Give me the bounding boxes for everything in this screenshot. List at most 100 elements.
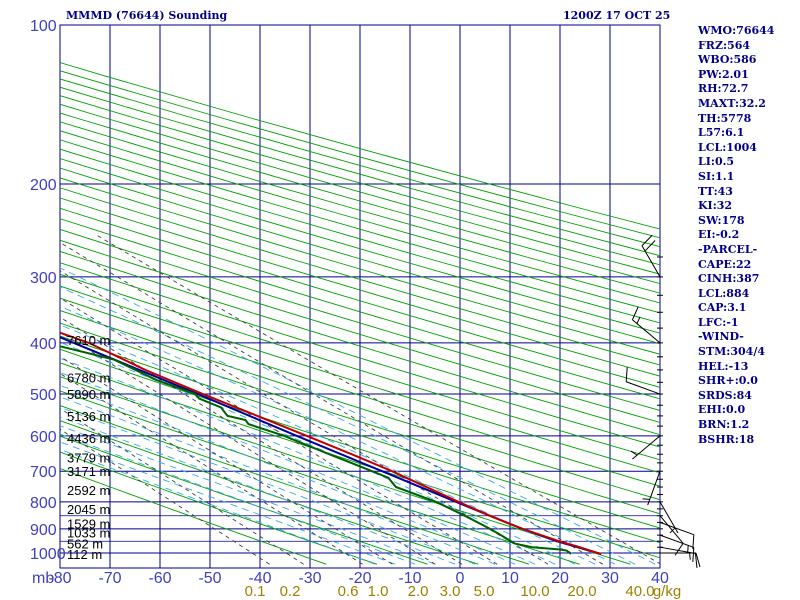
dry-adiabat: [60, 239, 660, 423]
wind-barb: [659, 534, 695, 562]
temperature-tick-label: -30: [298, 570, 321, 587]
temperature-tick-label: -40: [248, 570, 271, 587]
sounding-time: 1200Z 17 OCT 25: [563, 9, 671, 22]
index-line: EHI:0.0: [698, 403, 746, 417]
dry-adiabat: [60, 103, 660, 275]
wind-axis: [657, 256, 663, 554]
pressure-tick-label: 1000: [30, 546, 66, 563]
dry-adiabat: [60, 390, 580, 565]
dry-adiabat: [60, 139, 660, 314]
mixing-ratio-label: 5.0: [474, 583, 495, 600]
wind-barb-flag: [674, 543, 684, 556]
index-line: LI:0.5: [698, 155, 735, 169]
pressure-tick-label: 200: [30, 177, 57, 194]
moist-adiabat: [60, 396, 496, 565]
moist-adiabat: [60, 448, 376, 565]
dry-adiabat: [60, 130, 660, 304]
height-label: 3171 m: [67, 464, 110, 479]
wind-barb-staff: [659, 534, 694, 548]
temperature-tick-label: 40: [651, 570, 669, 587]
stability-indices-panel: WMO:76644 FRZ:564 WBO:586 PW:2.01 RH:72.7 MAX…: [698, 24, 798, 447]
temperature-tick-label: -60: [148, 570, 171, 587]
moist-adiabat: [60, 341, 576, 565]
sounding-title: MMMD (76644) Sounding: [66, 9, 228, 22]
wind-barb-staff: [659, 501, 679, 534]
temperature-tick-label: 30: [601, 570, 619, 587]
dry-adiabat: [60, 467, 327, 565]
index-line: BSHR:18: [698, 432, 755, 446]
mixing-ratio-label: 3.0: [440, 583, 461, 600]
dry-adiabat: [60, 405, 530, 565]
index-line: CAPE:22: [698, 257, 752, 271]
pressure-tick-label: 800: [30, 495, 57, 512]
dry-adiabat: [60, 285, 660, 474]
index-line: FRZ:564: [698, 38, 751, 52]
dry-adiabat: [60, 297, 660, 487]
temperature-tick-label: -20: [348, 570, 371, 587]
index-line: WBO:586: [698, 53, 757, 67]
index-line: BRN:1.2: [698, 418, 750, 432]
dry-adiabat: [60, 121, 660, 294]
wind-barb: [631, 306, 661, 344]
wind-barb-half-flag: [642, 498, 650, 500]
temperature-tick-label: -70: [98, 570, 121, 587]
mixing-ratio-line: [60, 331, 436, 565]
wind-barb-half-flag: [636, 316, 641, 324]
mixing-ratio-line: [60, 428, 270, 565]
pressure-tick-label: 300: [30, 270, 57, 287]
temperature-tick-label: 0: [456, 570, 465, 587]
wind-barb: [659, 515, 684, 556]
mixing-ratio-label: 0.2: [280, 583, 301, 600]
dry-adiabat: [60, 228, 660, 411]
dry-adiabat: [60, 197, 660, 377]
wind-barb-half-flag: [687, 545, 689, 553]
dry-adiabats: [60, 62, 660, 565]
mixing-ratio-line: [60, 316, 463, 565]
index-line: TT:43: [698, 184, 733, 198]
wind-barb-half-flag: [689, 552, 691, 560]
mixing-ratio-label: g/kg: [653, 583, 681, 600]
wind-barb: [625, 367, 661, 395]
dry-adiabat: [60, 78, 660, 248]
index-line: WMO:76644: [698, 24, 775, 37]
index-line: SW:178: [698, 213, 745, 227]
temperature-tick-label: -10: [398, 570, 421, 587]
mixing-ratio-label: 0.1: [245, 583, 266, 600]
mixing-ratio-label: 1.0: [368, 583, 389, 600]
index-line: SI:1.1: [698, 169, 735, 183]
wind-barb-half-flag: [669, 527, 676, 534]
wind-barb-half-flag: [630, 450, 638, 456]
index-line: PW:2.01: [698, 67, 749, 81]
mixing-ratio-lines: [60, 234, 660, 565]
wind-barbs: [625, 234, 701, 568]
dry-adiabat: [60, 348, 660, 544]
mixing-ratio-label: 0.6: [338, 583, 359, 600]
index-line: LFC:-1: [698, 315, 739, 329]
mixing-ratio-label: 20.0: [567, 583, 596, 600]
height-label: 7610 m: [67, 333, 110, 348]
pressure-tick-label: 600: [30, 429, 57, 446]
moist-adiabat: [60, 441, 396, 565]
dry-adiabat: [60, 167, 660, 345]
index-line: CINH:387: [698, 272, 760, 286]
wind-barb: [659, 521, 695, 550]
wind-barb: [641, 234, 661, 278]
height-label: 1033 m: [67, 526, 110, 541]
height-label: 5136 m: [67, 409, 110, 424]
dewpoint-line: [60, 345, 572, 555]
moist-adiabat: [60, 416, 456, 565]
sounding-profiles: [60, 331, 602, 555]
mixing-ratio-label: 2.0: [408, 583, 429, 600]
mixing-ratio-label: 40.0: [625, 583, 654, 600]
moist-adiabat: [60, 384, 516, 565]
height-label: 112 m: [67, 547, 102, 562]
pressure-tick-label: 100: [30, 18, 57, 35]
dry-adiabat: [60, 250, 660, 436]
temperature-tick-label: 20: [551, 570, 569, 587]
wind-barb: [660, 552, 701, 568]
dry-adiabat: [60, 273, 660, 461]
unit-label: mb: [32, 570, 54, 587]
wind-barb-staff: [647, 471, 661, 506]
height-label: 562 m: [67, 537, 103, 552]
